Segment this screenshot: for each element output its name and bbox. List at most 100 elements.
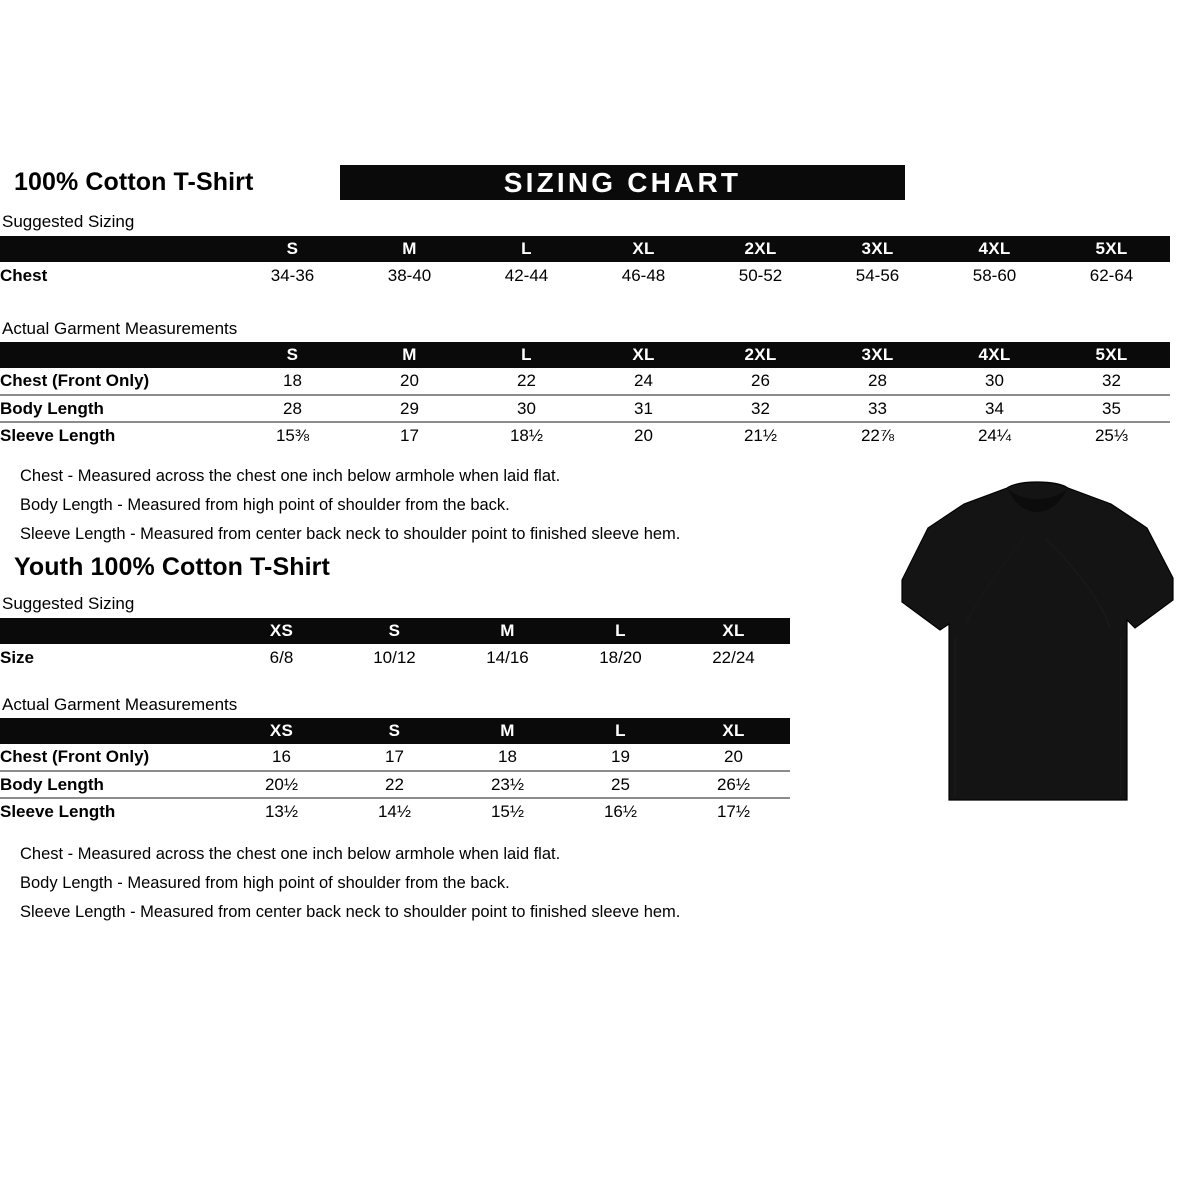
header-cell: XL <box>722 621 745 640</box>
header-cell: L <box>615 721 626 740</box>
cell-value: 23½ <box>451 770 564 798</box>
youth-suggested-sizing-table: XS S M L XL Size 6/8 10/12 14/16 18/20 2… <box>0 618 790 671</box>
table-row: Body Length 28 29 30 31 32 33 34 35 <box>0 394 1170 422</box>
cell-value: 29 <box>351 394 468 422</box>
cell-value: 38-40 <box>387 265 432 285</box>
youth-measurement-notes: Chest - Measured across the chest one in… <box>20 840 680 927</box>
cell-value: 62-64 <box>1089 265 1134 285</box>
header-cell-blank <box>0 236 234 262</box>
youth-suggested-sizing-label: Suggested Sizing <box>2 594 135 613</box>
table-row: Sleeve Length 15⅜ 17 18½ 20 21½ 22⅞ 24¼ … <box>0 421 1170 449</box>
cell-value: 54-56 <box>855 265 900 285</box>
cell-value: 32 <box>702 394 819 422</box>
row-label: Body Length <box>0 394 234 422</box>
cell-value: 25⅓ <box>1053 421 1170 449</box>
cell-value: 20½ <box>225 770 338 798</box>
header-cell: 5XL <box>1095 345 1128 364</box>
cell-value: 20 <box>724 747 743 766</box>
cell-value: 17½ <box>677 797 790 825</box>
cell-value: 24 <box>634 371 653 390</box>
cell-value: 34-36 <box>270 265 315 285</box>
youth-garment-measurements-label: Actual Garment Measurements <box>2 695 238 714</box>
header-cell: S <box>388 721 401 740</box>
cell-value: 35 <box>1053 394 1170 422</box>
header-cell: S <box>286 239 299 258</box>
note-line-body-length: Body Length - Measured from high point o… <box>20 874 510 892</box>
table-header-row: S M L XL 2XL 3XL 4XL 5XL <box>0 342 1170 368</box>
row-label: Chest (Front Only) <box>0 747 150 766</box>
header-cell-blank <box>0 618 225 644</box>
adult-product-title: 100% Cotton T-Shirt <box>14 168 254 196</box>
cell-value: 20 <box>400 371 419 390</box>
header-cell: M <box>500 721 515 740</box>
header-cell: XS <box>269 621 294 640</box>
table-row: Chest (Front Only) 16 17 18 19 20 <box>0 744 790 771</box>
youth-product-title: Youth 100% Cotton T-Shirt <box>14 553 330 581</box>
cell-value: 58-60 <box>972 265 1017 285</box>
header-cell: S <box>388 621 401 640</box>
cell-value: 21½ <box>702 421 819 449</box>
cell-value: 24¼ <box>936 421 1053 449</box>
row-label: Chest <box>0 265 48 285</box>
cell-value: 10/12 <box>373 647 416 667</box>
cell-value: 22/24 <box>712 647 755 667</box>
table-header-row: XS S M L XL <box>0 618 790 644</box>
header-cell-blank <box>0 718 225 744</box>
table-row: Sleeve Length 13½ 14½ 15½ 16½ 17½ <box>0 797 790 825</box>
table-header-row: S M L XL 2XL 3XL 4XL 5XL <box>0 236 1170 262</box>
cell-value: 28 <box>234 394 351 422</box>
header-cell: 3XL <box>861 239 894 258</box>
note-line-chest: Chest - Measured across the chest one in… <box>20 467 561 485</box>
header-cell: M <box>402 239 417 258</box>
cell-value: 13½ <box>225 797 338 825</box>
header-cell: 4XL <box>978 239 1011 258</box>
header-cell: L <box>521 239 532 258</box>
cell-value: 22⅞ <box>819 421 936 449</box>
header-cell: XL <box>632 345 655 364</box>
header-cell: 2XL <box>744 345 777 364</box>
header-cell: S <box>286 345 299 364</box>
header-cell: 3XL <box>861 345 894 364</box>
cell-value: 15⅜ <box>234 421 351 449</box>
header-cell: 2XL <box>744 239 777 258</box>
row-label: Size <box>0 647 35 667</box>
cell-value: 31 <box>585 394 702 422</box>
header-cell: L <box>615 621 626 640</box>
header-cell: XL <box>722 721 745 740</box>
cell-value: 18/20 <box>599 647 642 667</box>
cell-value: 25 <box>564 770 677 798</box>
cell-value: 50-52 <box>738 265 783 285</box>
cell-value: 20 <box>585 421 702 449</box>
header-cell: XL <box>632 239 655 258</box>
note-line-sleeve-length: Sleeve Length - Measured from center bac… <box>20 903 681 921</box>
cell-value: 18 <box>283 371 302 390</box>
note-line-sleeve-length: Sleeve Length - Measured from center bac… <box>20 525 681 543</box>
cell-value: 19 <box>611 747 630 766</box>
table-row: Body Length 20½ 22 23½ 25 26½ <box>0 770 790 798</box>
row-label: Sleeve Length <box>0 797 225 825</box>
t-shirt-icon <box>901 481 1174 801</box>
cell-value: 26½ <box>677 770 790 798</box>
row-label: Chest (Front Only) <box>0 371 150 390</box>
adult-suggested-sizing-label: Suggested Sizing <box>2 212 135 231</box>
table-header-row: XS S M L XL <box>0 718 790 744</box>
header-cell-blank <box>0 342 234 368</box>
header-cell: M <box>402 345 417 364</box>
cell-value: 17 <box>351 421 468 449</box>
table-row: Size 6/8 10/12 14/16 18/20 22/24 <box>0 644 790 671</box>
sizing-chart-banner: SIZING CHART <box>340 165 905 200</box>
cell-value: 15½ <box>451 797 564 825</box>
cell-value: 46-48 <box>621 265 666 285</box>
note-line-chest: Chest - Measured across the chest one in… <box>20 845 561 863</box>
adult-garment-measurements-label: Actual Garment Measurements <box>2 319 238 338</box>
table-row: Chest (Front Only) 18 20 22 24 26 28 30 … <box>0 368 1170 395</box>
row-label: Body Length <box>0 770 225 798</box>
header-cell: 5XL <box>1095 239 1128 258</box>
cell-value: 6/8 <box>269 647 294 667</box>
cell-value: 22 <box>517 371 536 390</box>
cell-value: 18 <box>498 747 517 766</box>
black-t-shirt-photo <box>895 478 1180 808</box>
header-cell: M <box>500 621 515 640</box>
cell-value: 14½ <box>338 797 451 825</box>
